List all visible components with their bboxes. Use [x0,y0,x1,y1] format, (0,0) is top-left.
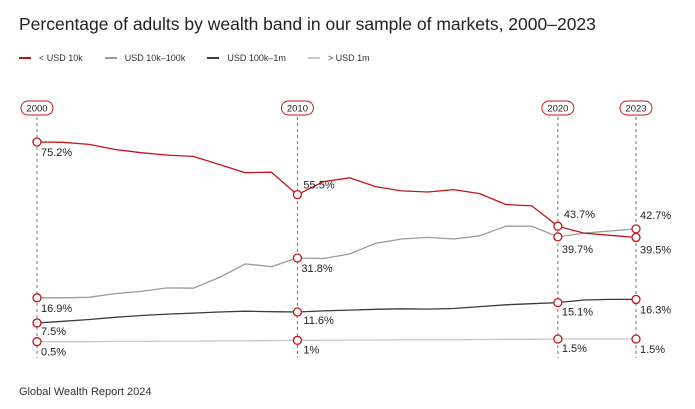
point-marker-s2-2010 [292,307,303,317]
legend-label-under-10k: < USD 10k [39,53,83,63]
legend-swatch-under-10k [19,57,31,59]
point-marker-s2-2020 [553,297,563,308]
series-line-1 [37,225,637,299]
chart-legend: < USD 10k USD 10k–100k USD 100k–1m > USD… [19,53,392,63]
point-marker-s0-2023 [631,232,641,243]
point-marker-s3-2020 [553,334,563,344]
point-marker-s2-2023 [631,294,641,305]
year-label-2020: 2020 [547,104,568,115]
year-label-2010: 2010 [287,104,308,115]
source-note: Global Wealth Report 2024 [19,386,152,398]
data-label-s3-2023: 1.5% [640,344,665,356]
data-label-s0-2020: 43.7% [564,209,595,221]
data-label-s3-2000: 0.5% [41,347,66,359]
data-label-s3-2020: 1.5% [562,343,587,355]
legend-swatch-over-1m [307,57,320,59]
data-label-s0-2010: 55.5% [303,180,334,192]
legend-item-over-1m: > USD 1m [307,53,370,63]
year-label-2023: 2023 [625,104,646,115]
point-marker-s3-2023 [631,334,641,344]
legend-item-100k-1m: USD 100k–1m [207,53,286,63]
point-marker-s0-2000 [32,137,42,147]
point-marker-s3-2010 [292,335,303,345]
point-marker-s1-2020 [553,232,563,242]
legend-label-100k-1m: USD 100k–1m [227,53,286,63]
series-line-3 [37,338,636,343]
point-marker-s1-2010 [292,253,303,263]
data-label-s3-2010: 1% [303,344,319,356]
data-label-s1-2000: 16.9% [41,303,72,315]
legend-item-10k-100k: USD 10k–100k [104,53,186,63]
point-marker-s0-2020 [553,221,563,231]
legend-swatch-100k-1m [207,57,220,59]
point-marker-s2-2000 [32,318,42,328]
point-marker-s1-2023 [631,224,641,234]
series-line-2 [36,298,636,324]
point-marker-s0-2010 [292,190,303,200]
year-pill-2000 [20,100,54,116]
data-label-s1-2020: 39.7% [562,244,593,256]
data-label-s2-2010: 11.6% [303,315,334,327]
year-pill-2010 [280,100,314,116]
series-line-0 [36,141,637,239]
year-pill-2020 [541,100,575,116]
point-marker-s3-2000 [32,337,42,347]
legend-swatch-10k-100k [104,57,117,59]
year-label-2000: 2000 [26,104,47,115]
legend-label-10k-100k: USD 10k–100k [124,53,186,63]
year-pill-2023 [619,100,653,116]
data-label-s2-2000: 7.5% [41,326,66,338]
legend-item-under-10k: < USD 10k [19,53,83,63]
data-label-s1-2023: 42.7% [640,210,671,222]
point-marker-s1-2000 [32,293,42,303]
data-label-s0-2000: 75.2% [41,147,72,159]
legend-label-over-1m: > USD 1m [327,53,370,63]
data-label-s0-2023: 39.5% [640,244,671,256]
data-label-s1-2010: 31.8% [301,263,332,275]
chart-title: Percentage of adults by wealth band in o… [19,14,596,34]
data-label-s2-2020: 15.1% [562,307,593,319]
data-label-s2-2023: 16.3% [640,304,671,316]
